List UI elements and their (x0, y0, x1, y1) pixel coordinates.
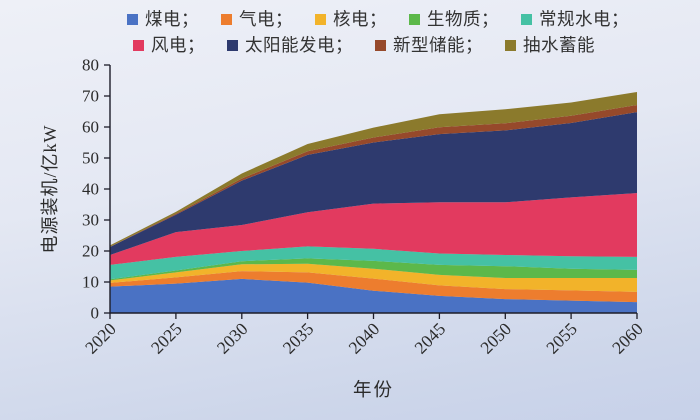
legend-item-solar: 太阳能发电； (227, 35, 353, 56)
y-tick-label: 70 (82, 87, 99, 106)
x-tick-label: 2055 (542, 319, 581, 358)
legend-label-solar: 太阳能发电； (245, 35, 353, 56)
legend-swatch-nuclear (315, 14, 326, 26)
legend-label-biomass: 生物质； (427, 9, 499, 29)
legend-swatch-storage (375, 40, 386, 52)
y-tick-label: 80 (82, 56, 99, 75)
x-tick-label: 2045 (410, 319, 449, 358)
area-solar (110, 112, 637, 255)
legend-label-hydro: 常规水电； (539, 9, 629, 29)
x-tick-label: 2035 (279, 319, 318, 358)
x-tick-label: 2030 (213, 319, 252, 358)
area-nuclear (110, 263, 637, 292)
legend-label-gas: 气电； (239, 9, 293, 29)
area-gas (110, 271, 637, 303)
y-tick-label: 20 (82, 242, 99, 261)
y-axis-title: 电源装机/亿kW (40, 125, 60, 254)
legend-swatch-biomass (409, 14, 420, 26)
legend-label-coal: 煤电； (145, 9, 199, 29)
area-wind (110, 193, 637, 265)
legend-swatch-hydro (521, 14, 532, 26)
legend-item-storage: 新型储能； (375, 35, 483, 56)
legend-label-pumped: 抽水蓄能 (523, 35, 595, 56)
x-tick-label: 2040 (344, 319, 383, 358)
x-tick-label: 2020 (81, 319, 120, 358)
y-tick-label: 60 (82, 118, 99, 137)
y-tick-label: 0 (91, 304, 100, 323)
y-tick-label: 30 (82, 211, 99, 230)
area-hydro (110, 246, 637, 280)
x-tick-label: 2050 (476, 319, 515, 358)
chart-legend: 煤电； 气电； 核电； 生物质； 常规水电； 风电； 太阳能发电； 新型储能； 抽水蓄能 (127, 9, 651, 63)
legend-item-nuclear: 核电； (315, 9, 387, 29)
x-tick-label: 2025 (147, 319, 186, 358)
legend-swatch-wind (133, 40, 144, 52)
legend-swatch-coal (127, 14, 138, 26)
area-coal (110, 278, 637, 313)
area-pumped (110, 92, 637, 247)
legend-item-coal: 煤电； (127, 9, 199, 29)
legend-row-1: 煤电； 气电； 核电； 生物质； 常规水电； (127, 9, 651, 29)
x-tick-label: 2060 (608, 319, 647, 358)
legend-item-wind: 风电； (133, 35, 205, 56)
legend-swatch-pumped (505, 40, 516, 52)
y-tick-label: 50 (82, 149, 99, 168)
legend-item-gas: 气电； (221, 9, 293, 29)
area-storage (110, 105, 637, 247)
legend-label-nuclear: 核电； (333, 9, 387, 29)
legend-swatch-gas (221, 14, 232, 26)
legend-row-2: 风电； 太阳能发电； 新型储能； 抽水蓄能 (133, 35, 651, 56)
y-tick-label: 40 (82, 180, 99, 199)
y-tick-label: 10 (82, 273, 99, 292)
legend-label-storage: 新型储能； (393, 35, 483, 56)
legend-swatch-solar (227, 40, 238, 52)
legend-label-wind: 风电； (151, 35, 205, 56)
legend-item-pumped: 抽水蓄能 (505, 35, 595, 56)
area-biomass (110, 258, 637, 281)
legend-item-hydro: 常规水电； (521, 9, 629, 29)
legend-item-biomass: 生物质； (409, 9, 499, 29)
x-axis-title: 年份 (353, 380, 394, 401)
